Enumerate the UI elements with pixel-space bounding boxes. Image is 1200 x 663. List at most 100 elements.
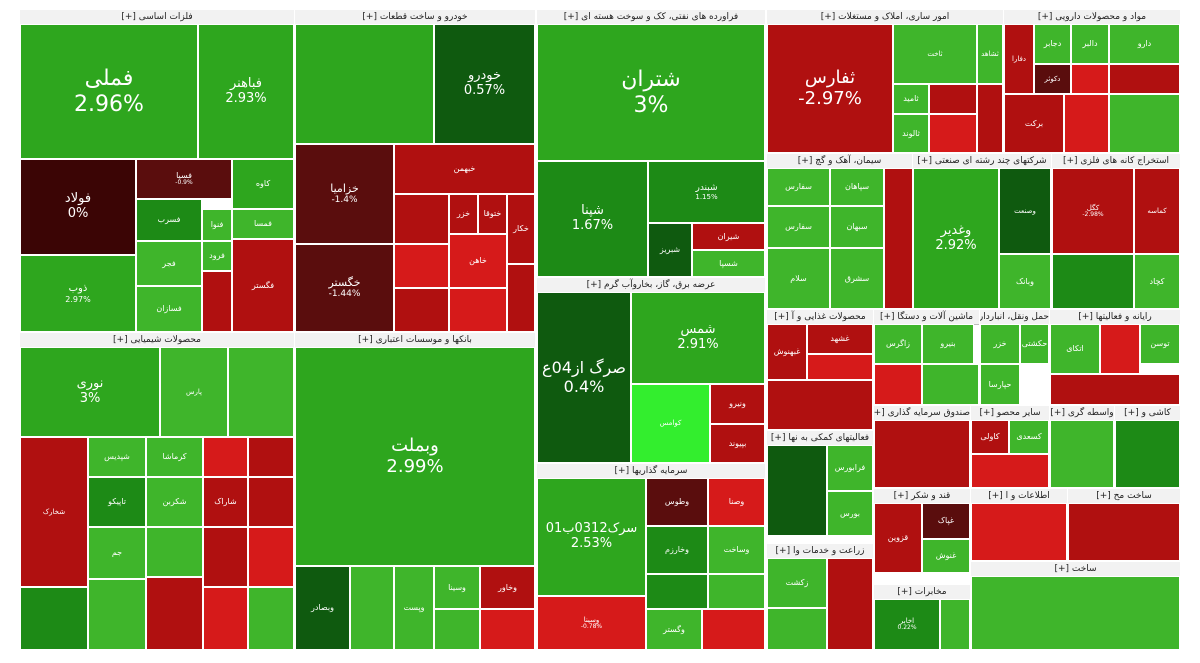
stock-tile[interactable] (394, 244, 449, 288)
stock-tile-khezamia[interactable]: خزامیا -1.4% (295, 144, 394, 244)
sector-header[interactable]: ماشین آلات و دستگا [+] (874, 310, 979, 325)
stock-tile[interactable] (295, 24, 434, 144)
stock-tile-sheiran[interactable]: شیران (692, 223, 765, 250)
stock-tile-hakeshti[interactable]: حکشتی (1020, 324, 1049, 364)
sector-header[interactable]: امور ساری، املاک و مستغلات [+] (767, 10, 1003, 25)
stock-tile-famasa[interactable]: فمسا (232, 209, 294, 239)
stock-tile[interactable] (1050, 374, 1180, 405)
stock-tile-vebmellat[interactable]: وبملت 2.99% (295, 347, 535, 566)
sector-header[interactable]: فعالیتهای کمکی به نها [+] (767, 431, 873, 446)
stock-tile-noori[interactable]: نوری 3% (20, 347, 160, 437)
stock-tile-shekarbon[interactable]: شکربن (146, 477, 203, 527)
stock-tile-vasheto[interactable]: وسینا -0.78% (537, 596, 646, 650)
stock-tile-gheshahd[interactable]: غشهد (807, 324, 873, 354)
stock-tile-shetabriz[interactable]: شبریز (648, 223, 692, 277)
stock-tile-fesepa[interactable]: فسپا -0.9% (136, 159, 232, 199)
stock-tile-nakoko[interactable]: تاپیکو (88, 477, 146, 527)
stock-tile-kaveli[interactable]: کاولی (971, 420, 1009, 454)
sector-header[interactable]: بانکها و موسسات اعتباری [+] (295, 333, 535, 348)
stock-tile[interactable] (202, 271, 232, 332)
stock-tile-vsakht[interactable]: وصنا (708, 478, 765, 526)
stock-tile[interactable] (394, 194, 449, 244)
stock-tile[interactable] (248, 527, 294, 587)
stock-tile-faraboors[interactable]: فرابورس (827, 445, 873, 491)
stock-tile[interactable] (449, 288, 507, 332)
stock-tile[interactable] (767, 380, 873, 430)
stock-tile-ghebahan[interactable]: غبهنوش (767, 324, 807, 380)
sector-header[interactable]: ساخت [+] (971, 562, 1180, 577)
stock-tile-vataban[interactable]: وطوس (646, 478, 708, 526)
stock-tile-akhaber[interactable]: اخابر 0.22% (874, 599, 940, 650)
stock-tile-rekasht[interactable]: زکشت (767, 558, 827, 608)
stock-tile-sargaz[interactable]: صرگ از04ع 0.4% (537, 292, 631, 463)
stock-tile-vasiaz[interactable]: وصنعت (999, 168, 1051, 254)
stock-tile[interactable] (1109, 94, 1180, 153)
stock-tile-dabidar[interactable]: دفارا (1004, 24, 1034, 94)
stock-tile-tapico[interactable]: توسن (1140, 324, 1180, 364)
stock-tile-kegol[interactable]: کگل -2.98% (1052, 168, 1134, 254)
stock-tile[interactable] (228, 347, 294, 437)
stock-tile-vkharazm[interactable]: وخارزم (646, 526, 708, 574)
stock-tile[interactable] (767, 608, 827, 650)
sector-header[interactable]: صندوق سرمایه گذاری [+] (874, 406, 970, 421)
stock-tile[interactable] (20, 587, 88, 650)
stock-tile[interactable] (88, 579, 146, 650)
stock-tile-vekhavar[interactable]: وخاور (480, 566, 535, 609)
stock-tile-barkat[interactable]: برکت (1004, 94, 1064, 153)
stock-tile-shekhaz[interactable]: شخارک (20, 437, 88, 587)
stock-tile[interactable] (1052, 254, 1134, 309)
stock-tile[interactable] (203, 437, 248, 477)
sector-header[interactable]: خودرو و ساخت قطعات [+] (295, 10, 535, 25)
stock-tile-dajaber[interactable]: دجابر (1034, 24, 1071, 64)
stock-tile-vepost[interactable]: وپست (394, 566, 434, 650)
stock-tile-fesool[interactable]: فسرب (136, 199, 202, 241)
stock-tile-pamidi[interactable]: پارس (160, 347, 228, 437)
stock-tile-shetran[interactable]: شتران 3% (537, 24, 765, 161)
stock-tile-beta[interactable]: بپیوند (710, 424, 765, 463)
stock-tile[interactable] (874, 364, 922, 405)
stock-tile-fameli[interactable]: فملی 2.96% (20, 24, 198, 159)
stock-tile-ghebakht[interactable]: غپاک (922, 503, 970, 539)
stock-tile-sepahan[interactable]: سپاهان (830, 168, 884, 206)
sector-header[interactable]: رایانه و فعالیتها [+] (1050, 310, 1180, 325)
stock-tile[interactable] (884, 168, 913, 309)
stock-tile-vbanik[interactable]: وبانک (999, 254, 1051, 309)
stock-tile[interactable] (1071, 64, 1109, 94)
sector-header[interactable]: محصولات شیمیایی [+] (20, 333, 294, 348)
sector-header[interactable]: سایر محصو [+] (971, 406, 1049, 421)
stock-tile[interactable] (350, 566, 394, 650)
stock-tile-foolad[interactable]: فولاد 0% (20, 159, 136, 255)
stock-tile[interactable] (1100, 324, 1140, 374)
stock-tile-jam[interactable]: جم (88, 527, 146, 579)
stock-tile[interactable] (394, 288, 449, 332)
stock-tile[interactable] (977, 84, 1003, 153)
stock-tile-khakhla[interactable]: خاهن (449, 234, 507, 288)
stock-tile[interactable] (874, 420, 970, 488)
stock-tile-khekar[interactable]: خکار (507, 194, 535, 264)
stock-tile-kemanga[interactable]: کماسه (1134, 168, 1180, 254)
stock-tile[interactable] (827, 558, 873, 650)
sector-header[interactable]: حمل ونقل، انبارداری [+] (980, 310, 1049, 325)
stock-tile[interactable] (203, 587, 248, 650)
stock-tile-vinro[interactable]: ونیرو (710, 384, 765, 424)
stock-tile-khetoos[interactable]: ختوقا (478, 194, 507, 234)
stock-tile-khodro[interactable]: خودرو 0.57% (434, 24, 535, 144)
sector-header[interactable]: سیمان، آهک و گچ [+] (767, 154, 912, 169)
stock-tile-vasakht[interactable]: وساخت (708, 526, 765, 574)
sector-header[interactable]: زراعت و خدمات وا [+] (767, 544, 873, 559)
stock-tile[interactable] (1050, 420, 1114, 488)
stock-tile-feroor[interactable]: فرود (202, 241, 232, 271)
stock-tile[interactable] (971, 454, 1049, 488)
stock-tile-vebsader[interactable]: وبصادر (295, 566, 350, 650)
stock-tile-thakhas[interactable]: ثاخت (893, 24, 977, 84)
stock-tile-fakhoz[interactable]: فباهنر 2.93% (198, 24, 294, 159)
stock-tile[interactable] (203, 527, 248, 587)
stock-tile-shesepa[interactable]: شسپا (692, 250, 765, 277)
stock-tile[interactable] (146, 527, 203, 577)
sector-header[interactable]: محصولات غذایی و آ [+] (767, 310, 873, 325)
stock-tile[interactable] (767, 445, 827, 536)
stock-tile-ghenosh[interactable]: غنوش (922, 539, 970, 573)
stock-tile-ghezahan[interactable]: قزوین (874, 503, 922, 573)
sector-header[interactable]: شرکتهای چند رشته ای صنعتی [+] (913, 154, 1051, 169)
stock-tile-vaghadir[interactable]: وغدیر 2.92% (913, 168, 999, 309)
